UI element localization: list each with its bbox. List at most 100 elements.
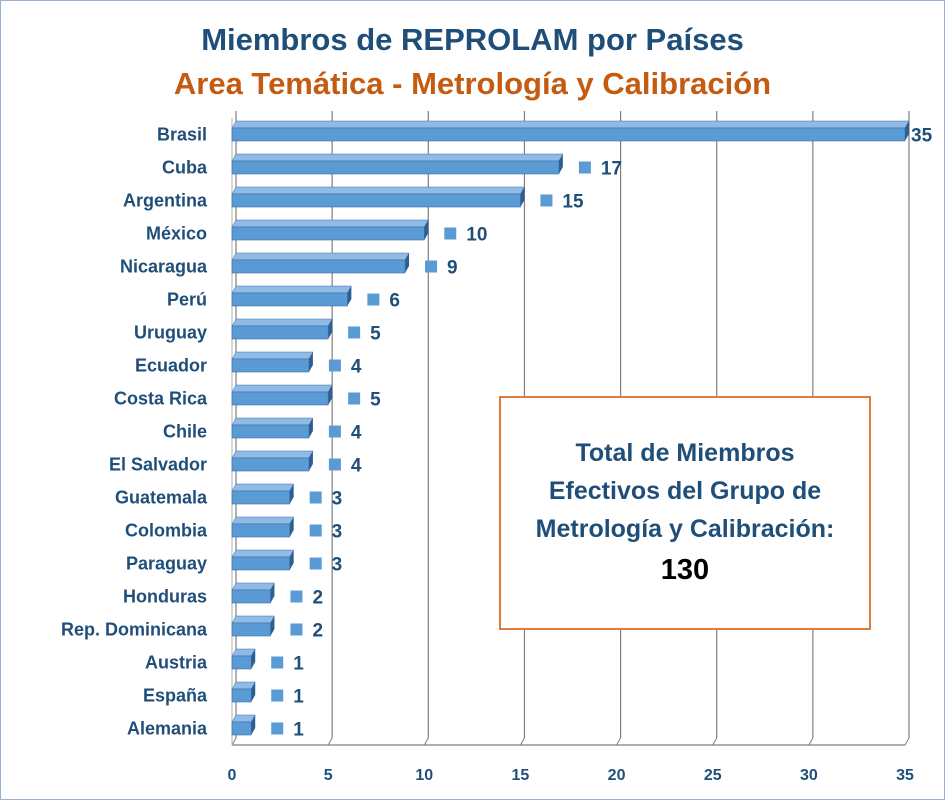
category-label: Nicaragua (120, 257, 208, 277)
bar (231, 391, 329, 406)
category-label: Ecuador (135, 356, 207, 376)
bar-top (231, 615, 275, 624)
gridline-floor (327, 737, 333, 746)
bar-side (558, 154, 563, 174)
total-members-label: Total de Miembros Efectivos del Grupo de… (535, 439, 835, 543)
bar-side (328, 319, 333, 339)
bar-top (231, 483, 295, 492)
data-label: 10 (466, 225, 487, 246)
bar-side (308, 418, 313, 438)
bar-side (328, 385, 333, 405)
bar (231, 193, 521, 208)
data-label-marker (425, 260, 438, 273)
data-label: 2 (312, 588, 323, 609)
bar (231, 325, 329, 340)
data-label: 6 (389, 291, 400, 312)
x-tick-label: 15 (512, 767, 530, 784)
data-label: 1 (293, 654, 304, 675)
x-tick-label: 10 (415, 767, 433, 784)
bar (231, 721, 252, 736)
bar-top (231, 285, 352, 294)
category-label: Argentina (123, 191, 208, 211)
data-label-marker (328, 359, 341, 372)
bar-top (231, 153, 564, 162)
gridline-floor (712, 737, 718, 746)
chart-subtitle: Area Temática - Metrología y Calibración (173, 66, 772, 101)
x-tick-label: 35 (896, 767, 914, 784)
bar-side (308, 451, 313, 471)
total-members-box: Total de Miembros Efectivos del Grupo de… (499, 396, 871, 630)
bar-side (251, 682, 256, 702)
bar (231, 259, 406, 274)
data-label: 2 (312, 621, 323, 642)
bar-top (231, 384, 333, 393)
bar-side (251, 649, 256, 669)
category-label: México (146, 224, 207, 244)
bar-top (231, 318, 333, 327)
data-label: 4 (351, 357, 362, 378)
data-label-marker (348, 392, 361, 405)
category-label: Colombia (125, 521, 208, 541)
bar-top (231, 516, 295, 525)
category-label: Chile (163, 422, 207, 442)
data-label: 5 (370, 390, 381, 411)
x-tick-label: 0 (228, 767, 237, 784)
category-label: Brasil (157, 125, 207, 145)
data-label-marker (309, 557, 322, 570)
x-tick-label: 25 (704, 767, 722, 784)
data-label-marker (290, 590, 303, 603)
bar-side (270, 583, 275, 603)
bar (231, 127, 906, 142)
bar-top (231, 186, 525, 195)
data-label: 3 (332, 489, 343, 510)
data-label: 4 (351, 423, 362, 444)
data-label: 4 (351, 456, 362, 477)
data-label-marker (348, 326, 361, 339)
data-label: 3 (332, 555, 343, 576)
data-label-marker (271, 722, 284, 735)
category-label: Costa Rica (114, 389, 208, 409)
data-label: 35 (911, 126, 933, 147)
data-label-marker (271, 656, 284, 669)
data-label-marker (367, 293, 380, 306)
bar (231, 424, 310, 439)
x-tick-label: 30 (800, 767, 818, 784)
gridline-floor (808, 737, 814, 746)
bar-side (347, 286, 352, 306)
gridline-floor (519, 737, 525, 746)
gridline-floor (616, 737, 622, 746)
data-label: 1 (293, 687, 304, 708)
bar-top (231, 582, 275, 591)
data-label: 9 (447, 258, 458, 279)
bar (231, 490, 290, 505)
data-label-marker (444, 227, 457, 240)
category-label: Rep. Dominicana (61, 620, 208, 640)
data-label: 17 (601, 159, 622, 180)
bar-side (520, 187, 525, 207)
bar (231, 622, 271, 637)
category-label: Alemania (127, 719, 208, 739)
bar-top (231, 714, 256, 723)
bar-side (289, 517, 294, 537)
data-label-marker (328, 425, 341, 438)
bar (231, 589, 271, 604)
bar (231, 457, 310, 472)
category-label: España (143, 686, 208, 706)
bar (231, 688, 252, 703)
bar (231, 358, 310, 373)
bar-side (270, 616, 275, 636)
bar-top (231, 120, 910, 129)
bar-top (231, 549, 295, 558)
bar-side (905, 121, 909, 141)
bar-top (231, 648, 256, 657)
chart-title: Miembros de REPROLAM por Países (201, 22, 744, 57)
bar (231, 226, 425, 241)
bar-side (289, 550, 294, 570)
data-label: 1 (293, 720, 304, 741)
category-label: Honduras (123, 587, 207, 607)
category-label: Perú (167, 290, 207, 310)
x-tick-label: 20 (608, 767, 626, 784)
bar-top (231, 417, 314, 426)
category-label: Uruguay (134, 323, 207, 343)
